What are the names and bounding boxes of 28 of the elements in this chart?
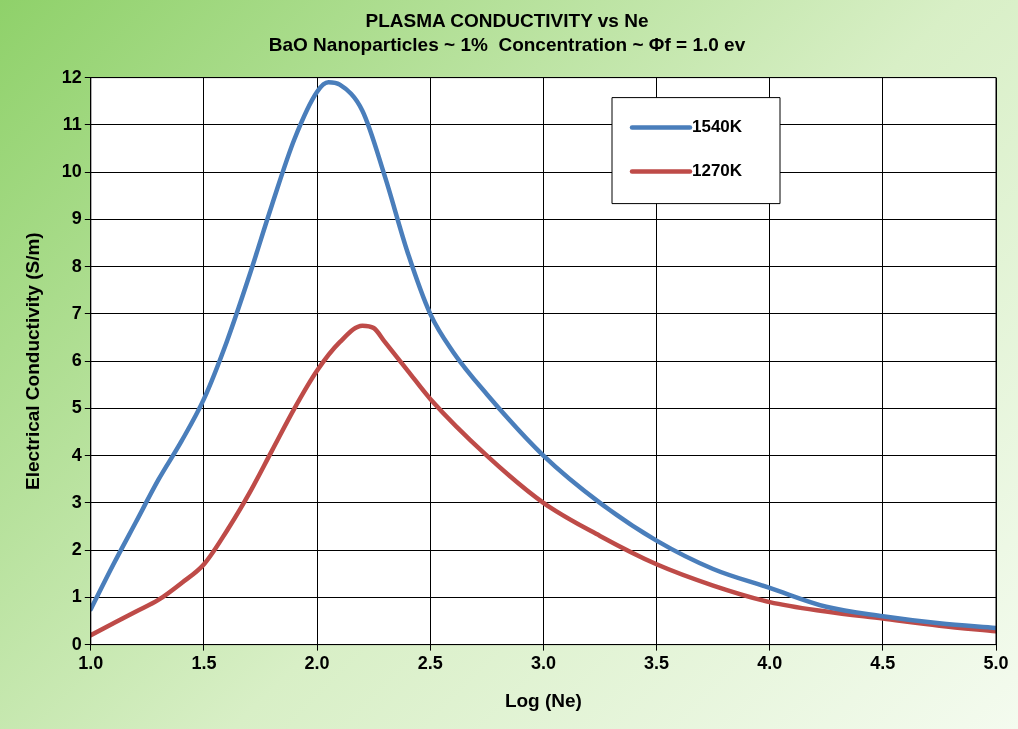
- y-tick-label: 8: [71, 255, 82, 276]
- y-tick-label: 11: [62, 113, 82, 134]
- y-tick-label: 9: [71, 208, 82, 229]
- y-axis-title: Electrical Conductivity (S/m): [21, 232, 43, 490]
- x-tick-label: 2.0: [304, 653, 330, 674]
- y-tick-label: 4: [71, 444, 82, 465]
- x-tick-label: 5.0: [983, 653, 1009, 674]
- y-tick-label: 2: [71, 539, 82, 560]
- x-axis-title: Log (Ne): [504, 689, 582, 711]
- y-tick-label: 6: [71, 350, 82, 371]
- y-tick-label: 1: [71, 586, 82, 607]
- x-tick-label: 2.5: [417, 653, 443, 674]
- chart-subtitle: BaO Nanoparticles ~ 1% Concentration ~ Φf = 1.0 ev: [268, 34, 746, 56]
- y-tick-label: 12: [61, 66, 82, 87]
- legend-label: 1540K: [692, 117, 743, 137]
- x-tick-label: 4.5: [870, 653, 896, 674]
- y-tick-label: 0: [71, 633, 82, 654]
- y-tick-label: 10: [61, 161, 82, 182]
- y-tick-label: 7: [71, 302, 82, 323]
- chart-title: PLASMA CONDUCTIVITY vs Ne: [365, 9, 649, 31]
- x-tick-label: 4.0: [757, 653, 783, 674]
- x-tick-label: 1.0: [78, 653, 104, 674]
- legend-label: 1270K: [692, 161, 743, 181]
- x-tick-label: 3.0: [530, 653, 556, 674]
- y-tick-label: 3: [71, 491, 82, 512]
- x-tick-label: 3.5: [644, 653, 670, 674]
- y-tick-label: 5: [71, 397, 82, 418]
- x-tick-label: 1.5: [191, 653, 217, 674]
